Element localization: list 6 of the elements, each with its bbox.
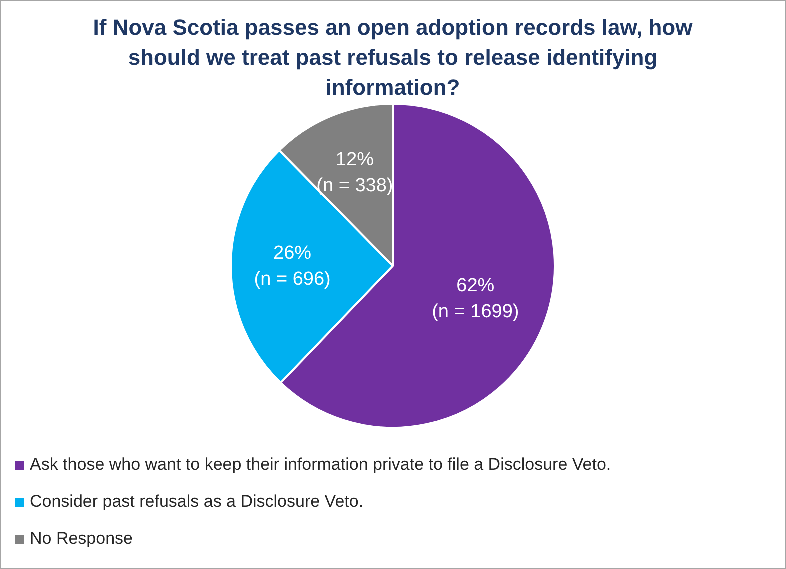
- legend-label: Consider past refusals as a Disclosure Veto.: [30, 492, 364, 512]
- legend-label: No Response: [30, 529, 134, 549]
- chart-title: If Nova Scotia passes an open adoption records law, how should we treat past refusals to release identifying information?: [92, 14, 694, 102]
- data-label: 26% (n = 696): [254, 242, 331, 290]
- data-label: 62% (n = 1699): [432, 275, 520, 322]
- legend-label: Ask those who want to keep their information private to file a Disclosure Veto.: [30, 455, 612, 475]
